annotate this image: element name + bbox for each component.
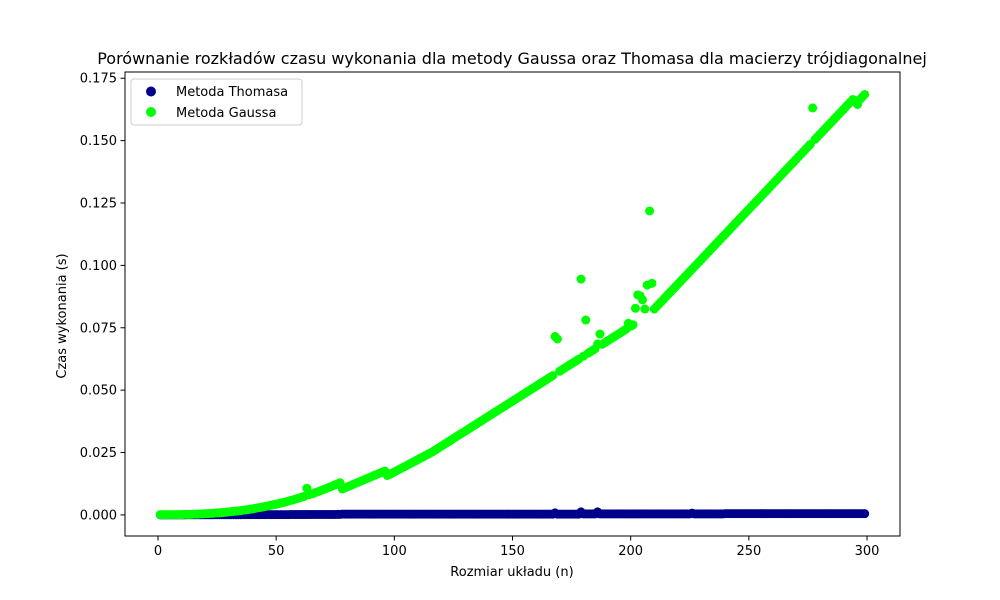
x-tick-label: 150 [500, 544, 525, 559]
y-tick-label: 0.025 [80, 446, 117, 461]
data-point [637, 295, 647, 305]
data-point [628, 320, 638, 330]
y-tick-label: 0.075 [80, 321, 117, 336]
data-point [595, 329, 605, 339]
data-point [548, 371, 558, 381]
series-gauss [155, 89, 870, 520]
y-axis: 0.000 0.025 0.050 0.075 0.100 0.125 0.150 0.175 [80, 72, 125, 523]
data-point [647, 278, 657, 288]
chart-title: Porównanie rozkładów czasu wykonania dla… [97, 49, 927, 68]
legend-marker-thomas [146, 86, 156, 97]
x-tick-label: 250 [736, 544, 761, 559]
x-tick-label: 50 [268, 544, 285, 559]
x-tick-label: 200 [618, 544, 643, 559]
x-tick-label: 0 [154, 544, 162, 559]
y-tick-label: 0.100 [80, 259, 117, 274]
legend-box [130, 78, 303, 126]
data-point [552, 334, 562, 344]
points-layer [155, 89, 870, 520]
x-axis-label: Rozmiar układu (n) [450, 565, 573, 580]
data-point [860, 89, 870, 99]
data-point [576, 274, 586, 284]
y-tick-label: 0.050 [80, 384, 117, 399]
x-tick-label: 100 [382, 544, 407, 559]
legend-marker-gauss [146, 107, 156, 117]
y-axis-label: Czas wykonania (s) [55, 253, 70, 378]
data-point [640, 304, 650, 314]
legend-label-thomas: Metoda Thomasa [176, 85, 288, 100]
x-axis: 0 50 100 150 200 250 300 [154, 536, 880, 559]
data-point [581, 315, 591, 325]
y-tick-label: 0.175 [80, 72, 117, 87]
data-point [630, 303, 640, 313]
data-point [808, 103, 818, 113]
y-tick-label: 0.150 [80, 134, 117, 149]
x-tick-label: 300 [855, 544, 880, 559]
y-tick-label: 0.000 [80, 508, 117, 523]
data-point [645, 206, 655, 216]
y-tick-label: 0.125 [80, 197, 117, 212]
legend-label-gauss: Metoda Gaussa [176, 106, 276, 121]
legend: Metoda Thomasa Metoda Gaussa [130, 78, 303, 126]
data-point [860, 509, 870, 519]
